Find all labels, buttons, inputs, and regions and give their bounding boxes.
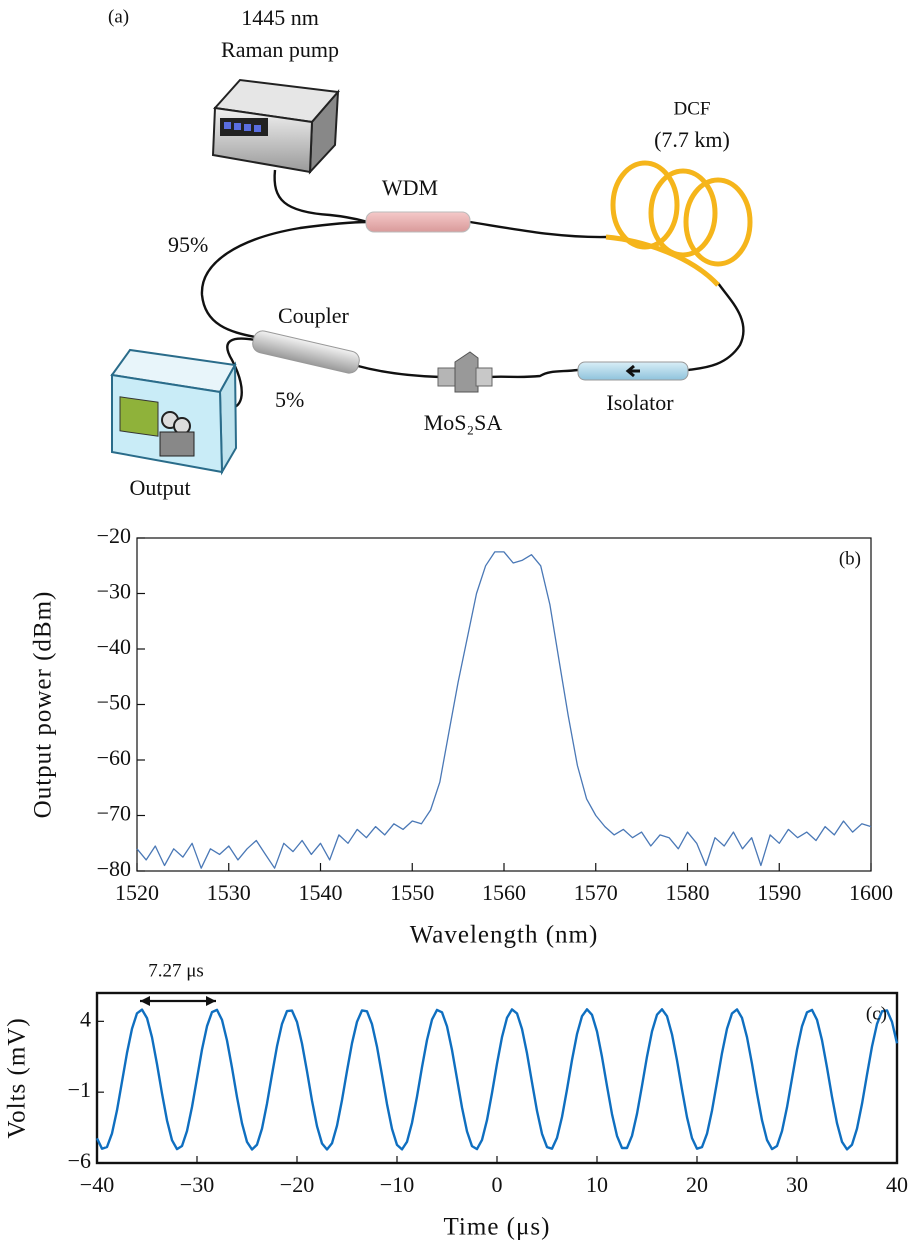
x-tick-label: 40 <box>886 1172 908 1197</box>
x-tick-label: 1550 <box>390 880 434 905</box>
fiber <box>489 368 579 379</box>
y-tick-label: −40 <box>97 634 131 659</box>
fiber <box>687 282 745 372</box>
schematic: (a) 1445 nm Raman pump DCF (7.7 km) WDM … <box>108 5 753 500</box>
saturable-absorber <box>437 351 493 393</box>
data-line <box>95 1008 899 1151</box>
x-tick-label: 1600 <box>849 880 893 905</box>
x-axis-label: Wavelength (nm) <box>410 922 599 949</box>
x-tick-label: 20 <box>686 1172 708 1197</box>
y-tick-label: −20 <box>97 523 131 548</box>
x-tick-label: 1570 <box>574 880 618 905</box>
x-tick-label: 1520 <box>115 880 159 905</box>
coupler <box>252 330 360 374</box>
fiber <box>357 364 441 379</box>
fiber <box>200 220 369 339</box>
x-tick-label: −10 <box>380 1172 414 1197</box>
x-tick-label: 1560 <box>482 880 526 905</box>
y-tick-label: −30 <box>97 579 131 604</box>
label: MoS₂SA <box>424 410 503 435</box>
y-tick-label: −80 <box>97 856 131 881</box>
y-axis-label: Output power (dBm) <box>30 591 57 819</box>
plot-frame <box>136 537 872 872</box>
x-tick-label: 1590 <box>757 880 801 905</box>
panel-label: (a) <box>108 6 129 27</box>
x-tick-label: −30 <box>180 1172 214 1197</box>
label: 95% <box>168 232 208 257</box>
label: Raman pump <box>221 37 339 62</box>
y-tick-label: −6 <box>68 1148 91 1173</box>
fiber <box>273 169 369 224</box>
fiber <box>469 220 609 239</box>
plot-frame <box>95 991 899 1165</box>
label: (7.7 km) <box>654 127 730 152</box>
label: Isolator <box>606 390 674 415</box>
y-tick-label: 4 <box>80 1006 91 1031</box>
dcf-coil <box>605 160 753 287</box>
data-line <box>136 551 872 869</box>
fiber <box>226 337 256 410</box>
annotation: 7.27 μs <box>148 960 204 981</box>
x-tick-label: 30 <box>786 1172 808 1197</box>
y-tick-label: −60 <box>97 745 131 770</box>
isolator-arrow <box>625 364 640 378</box>
label: DCF <box>674 98 711 119</box>
panel-label: (b) <box>839 548 861 569</box>
wdm <box>365 211 471 233</box>
y-tick-label: −50 <box>97 690 131 715</box>
label: 1445 nm <box>241 5 319 30</box>
x-tick-label: −20 <box>280 1172 314 1197</box>
x-tick-label: 1580 <box>666 880 710 905</box>
x-tick-label: 0 <box>492 1172 503 1197</box>
y-axis-label: Volts (mV) <box>4 1017 31 1138</box>
oscilloscope <box>110 348 238 476</box>
panel-label: (c) <box>866 1003 887 1024</box>
y-tick-label: −1 <box>68 1077 91 1102</box>
label: Coupler <box>278 303 350 328</box>
raman-pump <box>211 78 340 175</box>
label: Output <box>129 475 190 500</box>
x-tick-label: 1540 <box>299 880 343 905</box>
y-tick-label: −70 <box>97 801 131 826</box>
x-tick-label: −40 <box>80 1172 114 1197</box>
x-tick-label: 1530 <box>207 880 251 905</box>
x-tick-label: 10 <box>586 1172 608 1197</box>
x-axis-label: Time (μs) <box>444 1214 551 1241</box>
label: WDM <box>382 175 438 200</box>
label: 5% <box>275 387 304 412</box>
